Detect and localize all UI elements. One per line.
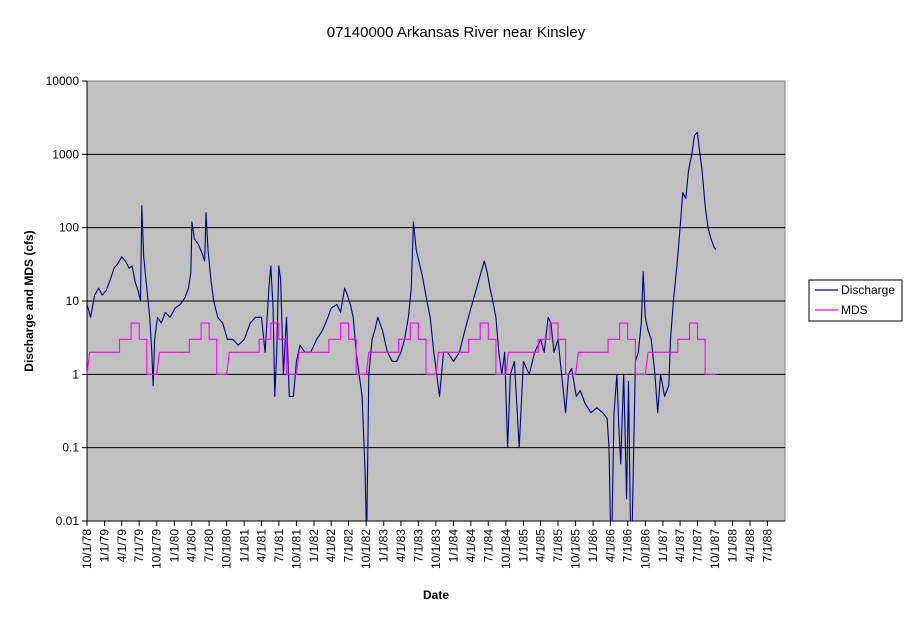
x-tick-label: 4/1/84 (464, 529, 478, 563)
x-tick-label: 1/1/86 (586, 529, 600, 563)
x-tick-label: 10/1/80 (220, 529, 234, 569)
x-tick-label: 10/1/85 (569, 529, 583, 569)
x-axis: 10/1/78 1/1/79 4/1/79 7/1/79 10/1/79 1/1/80 4/… (80, 520, 785, 569)
x-tick-label: 7/1/84 (481, 529, 495, 563)
x-tick-label: 10/1/87 (708, 529, 722, 569)
x-tick-label: 4/1/82 (324, 529, 338, 563)
x-tick-label: 1/1/82 (307, 529, 321, 563)
x-tick-label: 10/1/86 (638, 529, 652, 569)
x-tick-label: 4/1/80 (185, 529, 199, 563)
x-tick-label: 7/1/82 (342, 529, 356, 563)
y-tick-label: 10000 (46, 74, 80, 88)
x-tick-label: 4/1/81 (254, 529, 268, 563)
x-tick-label: 7/1/79 (132, 529, 146, 563)
x-tick-label: 7/1/87 (690, 529, 704, 563)
y-axis-label: Discharge and MDS (cfs) (22, 230, 36, 371)
x-tick-label: 7/1/86 (621, 529, 635, 563)
x-tick-label: 4/1/83 (394, 529, 408, 563)
y-tick-label: 10 (66, 294, 80, 308)
x-tick-label: 1/1/88 (726, 529, 740, 563)
x-tick-label: 4/1/85 (534, 529, 548, 563)
x-tick-label: 10/1/78 (80, 529, 94, 569)
x-tick-label: 7/1/85 (551, 529, 565, 563)
x-tick-label: 10/1/79 (150, 529, 164, 569)
y-tick-label: 100 (59, 221, 79, 235)
legend: Discharge MDS (808, 279, 903, 322)
x-tick-label: 1/1/80 (167, 529, 181, 563)
x-tick-label: 4/1/79 (115, 529, 129, 563)
x-axis-label: Date (423, 588, 449, 602)
x-tick-label: 10/1/84 (499, 529, 513, 569)
x-tick-label: 1/1/87 (656, 529, 670, 563)
x-tick-label: 7/1/81 (272, 529, 286, 563)
x-tick-label: 1/1/81 (237, 529, 251, 563)
y-tick-label: 0.01 (56, 514, 80, 528)
y-tick-label: 0.1 (62, 441, 79, 455)
x-tick-label: 7/1/83 (411, 529, 425, 563)
x-tick-label: 7/1/80 (202, 529, 216, 563)
gridlines (87, 153, 785, 449)
legend-box (808, 279, 903, 322)
chart-title: 07140000 Arkansas River near Kinsley (327, 24, 586, 41)
series-layer (86, 131, 717, 522)
y-axis: 10000 1000 100 10 1 0.1 0.01 (46, 74, 88, 528)
x-tick-label: 4/1/86 (603, 529, 617, 563)
y-tick-label: 1000 (52, 147, 79, 161)
x-tick-label: 10/1/81 (289, 529, 303, 569)
x-tick-label: 1/1/85 (516, 529, 530, 563)
x-tick-label: 10/1/82 (359, 529, 373, 569)
x-tick-label: 1/1/79 (98, 529, 112, 563)
series-line-mds (86, 322, 716, 375)
x-tick-label: 1/1/84 (446, 529, 460, 563)
legend-label-discharge: Discharge (841, 283, 895, 297)
x-tick-label: 4/1/88 (743, 529, 757, 563)
x-tick-label: 4/1/87 (673, 529, 687, 563)
x-tick-label: 1/1/83 (377, 529, 391, 563)
y-tick-label: 1 (72, 367, 79, 381)
x-tick-label: 10/1/83 (429, 529, 443, 569)
legend-label-mds: MDS (841, 303, 868, 317)
x-tick-label: 7/1/88 (760, 529, 774, 563)
series-line-discharge (86, 131, 717, 522)
